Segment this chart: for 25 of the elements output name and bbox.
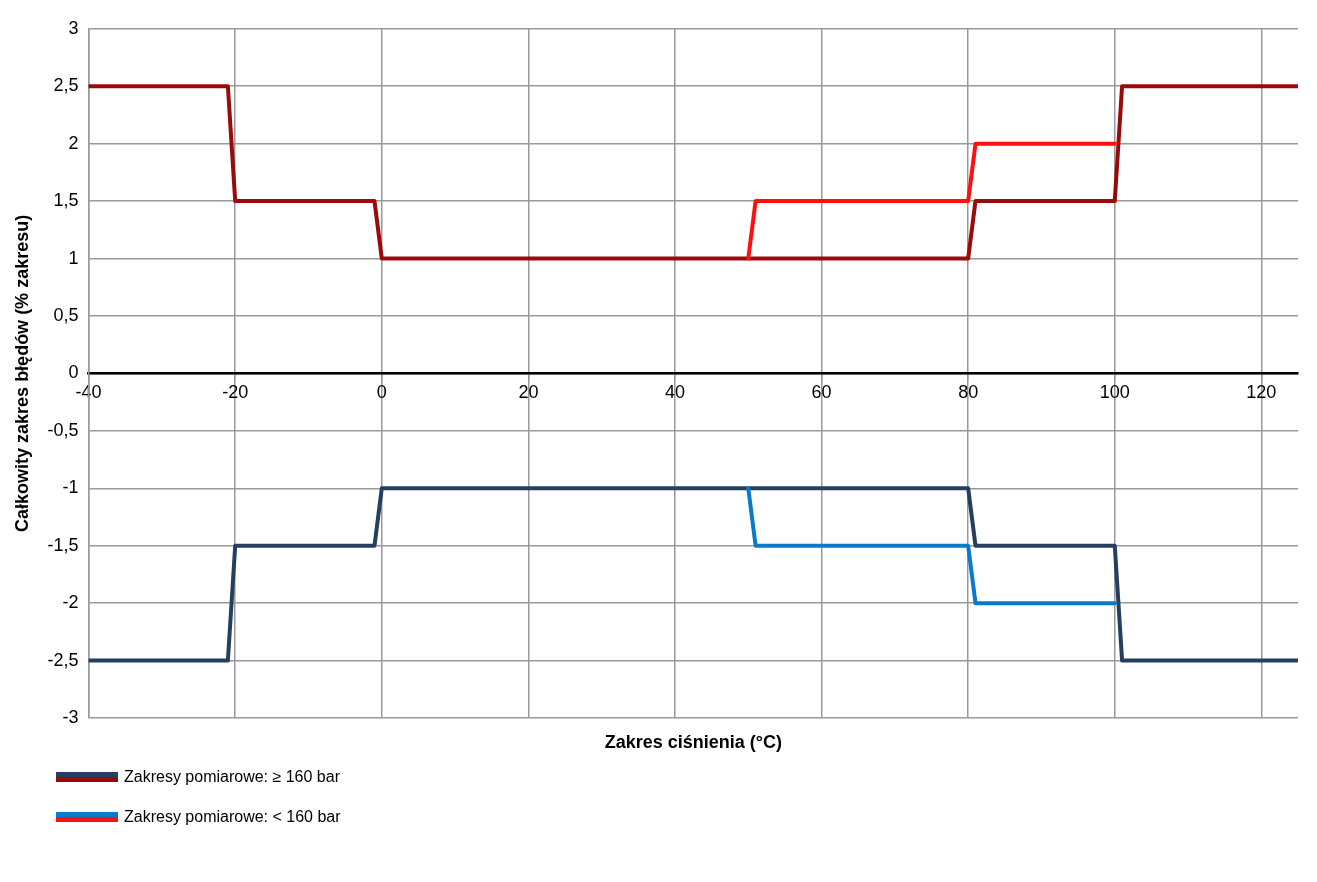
x-tick-label: 80 (958, 382, 979, 403)
x-tick-label: 0 (376, 382, 387, 403)
y-axis-title: Całkowity zakres błędów (% zakresu) (11, 214, 32, 532)
x-tick-label: -20 (222, 382, 249, 403)
legend-label: Zakresy pomiarowe: < 160 bar (124, 808, 341, 826)
y-tick-label: 3 (68, 17, 79, 38)
y-tick-label: 0 (68, 362, 79, 383)
y-tick-label: -0,5 (47, 419, 79, 440)
x-tick-label: 60 (811, 382, 832, 403)
x-tick-label: 20 (518, 382, 539, 403)
x-tick-label: 120 (1246, 382, 1277, 403)
x-axis-title: Zakres ciśnienia (°C) (604, 732, 782, 752)
y-tick-label: 0,5 (53, 304, 79, 325)
y-tick-label: 2,5 (53, 75, 79, 96)
y-tick-label: -2,5 (47, 649, 79, 670)
y-tick-label: -1,5 (47, 534, 79, 555)
y-tick-label: -3 (62, 706, 79, 727)
y-tick-label: -1 (62, 477, 79, 498)
y-tick-label: 1,5 (53, 190, 79, 211)
legend-label: Zakresy pomiarowe: ≥ 160 bar (124, 768, 340, 786)
x-tick-label: 100 (1099, 382, 1130, 403)
x-tick-label: 40 (664, 382, 685, 403)
y-tick-label: 2 (68, 132, 79, 153)
y-tick-label: -2 (62, 592, 79, 613)
y-tick-label: 1 (68, 247, 79, 268)
